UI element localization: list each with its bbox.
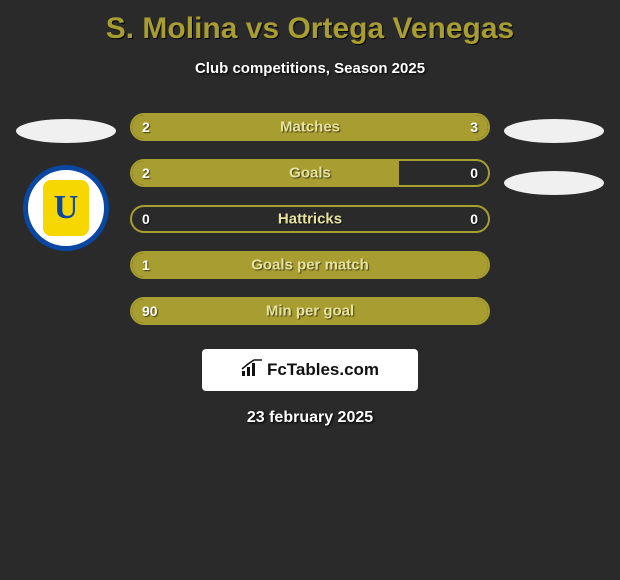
- stat-bar: 1 Goals per match: [130, 251, 490, 279]
- stats-bars: 2 3 Matches 2 0 Goals 0 0 Hattricks 1 Goals per ma…: [130, 113, 490, 325]
- date-label: 23 february 2025: [10, 409, 610, 427]
- player-photo-placeholder: [16, 119, 116, 143]
- stat-right-value: 3: [470, 119, 478, 135]
- stat-bar: 0 0 Hattricks: [130, 205, 490, 233]
- stat-right-value: 0: [470, 165, 478, 181]
- stat-bar: 2 0 Goals: [130, 159, 490, 187]
- comparison-infographic: S. Molina vs Ortega Venegas Club competi…: [0, 0, 620, 435]
- bar-left-fill: [132, 161, 399, 185]
- club-badge-letter: U: [54, 189, 79, 227]
- stat-left-value: 90: [142, 303, 158, 319]
- club-badge-left: U: [23, 165, 109, 251]
- stat-label: Matches: [280, 119, 340, 136]
- stat-bar: 2 3 Matches: [130, 113, 490, 141]
- stat-label: Goals: [289, 165, 331, 182]
- page-title: S. Molina vs Ortega Venegas: [10, 12, 610, 46]
- club-badge-inner: U: [43, 180, 89, 236]
- chart-icon: [241, 359, 263, 382]
- stat-left-value: 0: [142, 211, 150, 227]
- logo-text: FcTables.com: [267, 360, 379, 380]
- stat-left-value: 2: [142, 165, 150, 181]
- subtitle: Club competitions, Season 2025: [10, 60, 610, 77]
- stat-label: Hattricks: [278, 211, 342, 228]
- stat-right-value: 0: [470, 211, 478, 227]
- stat-label: Min per goal: [266, 303, 354, 320]
- stat-left-value: 2: [142, 119, 150, 135]
- site-logo: FcTables.com: [202, 349, 418, 391]
- stat-label: Goals per match: [251, 257, 369, 274]
- player-photo-placeholder: [504, 119, 604, 143]
- club-badge-placeholder: [504, 171, 604, 195]
- bar-left-fill: [132, 115, 274, 139]
- stat-left-value: 1: [142, 257, 150, 273]
- main-row: U 2 3 Matches 2 0 Goals 0 0 Hattricks 1 Goals per …: [10, 113, 610, 325]
- left-player-col: U: [10, 113, 130, 251]
- stat-bar: 90 Min per goal: [130, 297, 490, 325]
- right-player-col: [490, 113, 610, 217]
